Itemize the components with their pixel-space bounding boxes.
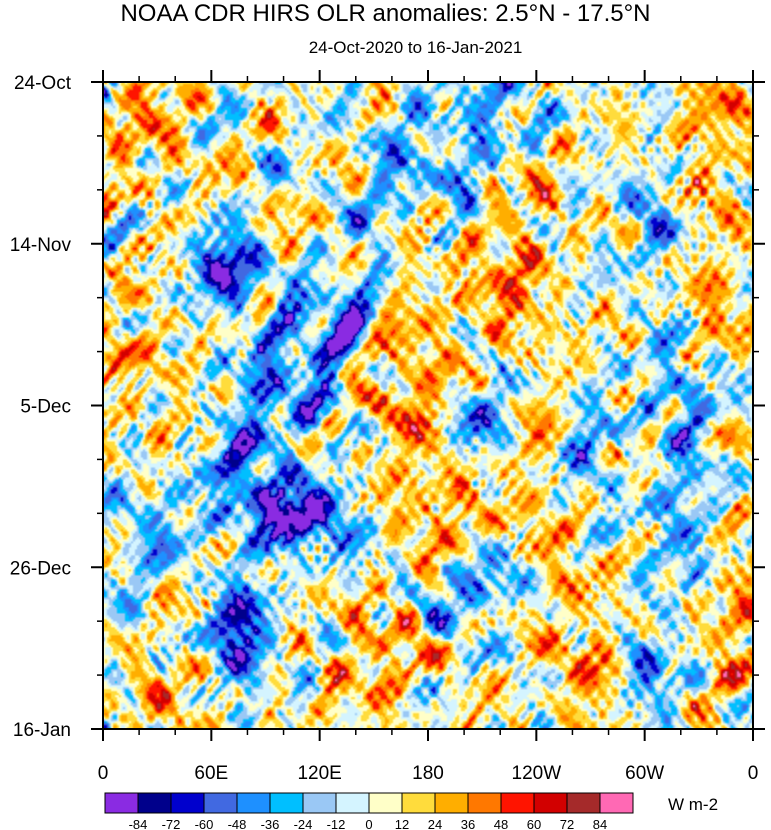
y-axis-tick-labels: 24-Oct 14-Nov 5-Dec 26-Dec 16-Jan [10, 73, 72, 741]
colorbar-level-label: 84 [593, 817, 607, 830]
y-tick-label: 14-Nov [10, 235, 72, 256]
colorbar-swatch [500, 792, 535, 814]
colorbar-swatch [434, 792, 469, 814]
chart-title: NOAA CDR HIRS OLR anomalies: 2.5°N - 17.… [120, 0, 651, 27]
y-tick-label: 16-Jan [13, 720, 71, 741]
colorbar-level-label: -60 [195, 817, 214, 830]
colorbar-level-label: 36 [461, 817, 475, 830]
axis-ticks [91, 70, 765, 741]
colorbar: -84 -72 -60 -48 -36 -24 -12 0 12 24 36 48 60 72 84 [104, 792, 634, 830]
x-tick-label: 120E [297, 763, 341, 784]
x-tick-label: 0 [98, 763, 109, 784]
colorbar-level-label: -12 [327, 817, 346, 830]
colorbar-level-label: 48 [494, 817, 508, 830]
x-tick-label: 60E [194, 763, 228, 784]
colorbar-swatch [533, 792, 568, 814]
plot-area [103, 82, 753, 729]
colorbar-level-label: 24 [428, 817, 442, 830]
y-tick-label: 26-Dec [10, 558, 71, 579]
colorbar-swatch [566, 792, 601, 814]
colorbar-swatch [335, 792, 370, 814]
colorbar-swatch [170, 792, 205, 814]
colorbar-level-label: 0 [365, 817, 372, 830]
colorbar-level-label: -24 [294, 817, 313, 830]
colorbar-swatch [203, 792, 238, 814]
x-tick-label: 120W [512, 763, 562, 784]
colorbar-swatch [599, 792, 634, 814]
colorbar-swatch [368, 792, 403, 814]
colorbar-level-label: -48 [228, 817, 247, 830]
colorbar-swatch [401, 792, 436, 814]
chart-subtitle: 24-Oct-2020 to 16-Jan-2021 [308, 38, 523, 57]
x-tick-label: 0 [748, 763, 759, 784]
colorbar-level-label: -72 [162, 817, 181, 830]
y-tick-label: 5-Dec [20, 397, 71, 418]
y-tick-label: 24-Oct [14, 73, 72, 94]
colorbar-swatch [236, 792, 271, 814]
colorbar-level-label: -84 [129, 817, 148, 830]
x-axis-tick-labels: 0 60E 120E 180 120W 60W 0 [98, 763, 759, 784]
colorbar-level-label: -36 [261, 817, 280, 830]
colorbar-swatch [137, 792, 172, 814]
colorbar-level-label: 72 [560, 817, 574, 830]
colorbar-swatch [467, 792, 502, 814]
colorbar-units: W m-2 [668, 795, 719, 814]
colorbar-level-label: 60 [527, 817, 541, 830]
x-tick-label: 60W [625, 763, 664, 784]
colorbar-level-label: 12 [395, 817, 409, 830]
colorbar-swatch [302, 792, 337, 814]
colorbar-swatch [269, 792, 304, 814]
colorbar-swatch [104, 792, 139, 814]
x-tick-label: 180 [412, 763, 444, 784]
olr-anomaly-field [103, 82, 753, 729]
